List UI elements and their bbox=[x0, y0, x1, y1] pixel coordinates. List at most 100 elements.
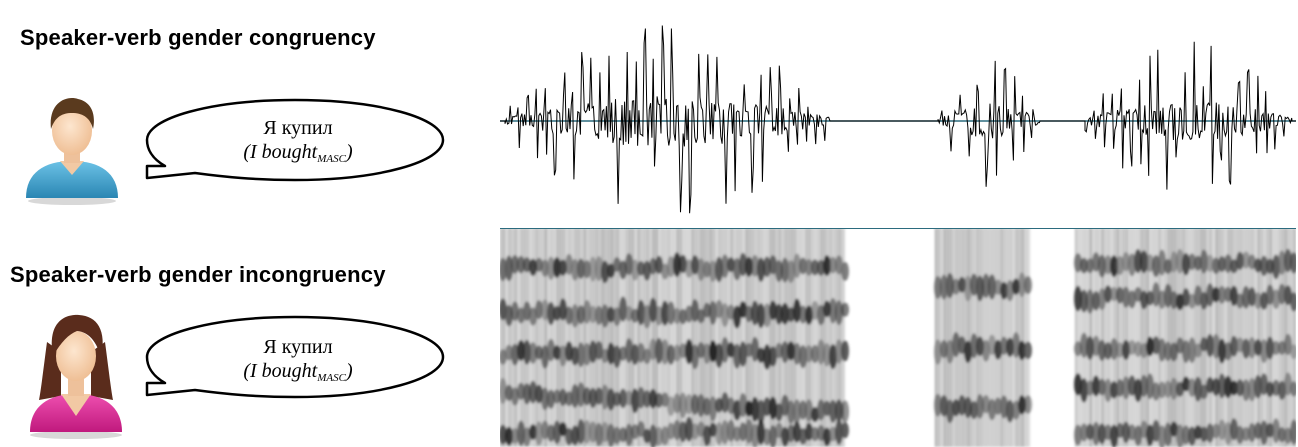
spectrogram-formant-blob bbox=[715, 397, 723, 413]
spectrogram-formant-blob bbox=[751, 423, 759, 447]
spectrogram-formant-blob bbox=[721, 419, 729, 445]
spectrogram-formant-blob bbox=[619, 296, 627, 322]
spectrogram-formant-blob bbox=[1176, 424, 1184, 447]
spectrogram-formant-blob bbox=[769, 346, 777, 367]
spectrogram-formant-blob bbox=[769, 255, 777, 275]
spectrogram-striation bbox=[623, 228, 625, 447]
spectrogram-formant-blob bbox=[976, 336, 984, 357]
spectrogram-formant-blob bbox=[649, 297, 657, 323]
spectrogram-formant-blob bbox=[1206, 333, 1214, 358]
spectrogram-formant-blob bbox=[1152, 382, 1160, 401]
spectrogram-formant-blob bbox=[1236, 251, 1244, 270]
spectrogram-striation bbox=[638, 228, 640, 447]
spectrogram-formant-blob bbox=[1266, 258, 1274, 274]
utterance-gloss: (I boughtMASC) bbox=[243, 141, 353, 165]
spectrogram-formant-blob bbox=[511, 387, 519, 406]
spectrogram-formant-blob bbox=[1074, 424, 1082, 446]
spectrogram-formant-blob bbox=[1110, 286, 1118, 302]
spectrogram-formant-blob bbox=[643, 304, 651, 329]
spectrogram-striation bbox=[650, 228, 652, 447]
spectrogram-formant-blob bbox=[1086, 289, 1094, 314]
spectrogram-striation bbox=[596, 228, 598, 447]
spectrogram-formant-blob bbox=[775, 342, 783, 359]
female-user-avatar-icon bbox=[30, 314, 122, 439]
spectrogram-striation bbox=[1162, 228, 1164, 447]
spectrogram-formant-blob bbox=[565, 306, 573, 325]
spectrogram-formant-blob bbox=[1152, 419, 1160, 442]
spectrogram-formant-blob bbox=[835, 419, 843, 445]
spectrogram-formant-blob bbox=[751, 396, 759, 422]
spectrogram-striation bbox=[1028, 228, 1030, 447]
spectrogram-formant-blob bbox=[535, 421, 543, 446]
spectrogram-formant-blob bbox=[1104, 285, 1112, 303]
spectrogram-striation bbox=[791, 228, 793, 447]
spectrogram-formant-blob bbox=[1146, 290, 1154, 306]
spectrogram-striation bbox=[1108, 228, 1110, 447]
speech-bubble-icon bbox=[145, 98, 445, 182]
spectrogram-striation bbox=[998, 228, 1000, 447]
spectrogram-striation bbox=[1153, 228, 1155, 447]
spectrogram-formant-blob bbox=[571, 425, 579, 446]
spectrogram-formant-blob bbox=[733, 343, 741, 369]
spectrogram-formant-blob bbox=[829, 344, 837, 370]
spectrogram-formant-blob bbox=[631, 308, 639, 323]
spectrogram-formant-blob bbox=[721, 337, 729, 363]
spectrogram-formant-blob bbox=[709, 396, 717, 422]
spectrogram-striation bbox=[1291, 228, 1293, 447]
spectrogram-formant-blob bbox=[1242, 338, 1250, 359]
spectrogram-formant-blob bbox=[745, 400, 753, 417]
spectrogram-formant-blob bbox=[1170, 251, 1178, 273]
spectrogram-formant-blob bbox=[589, 256, 597, 282]
spectrogram-formant-blob bbox=[1164, 283, 1172, 308]
spectrogram-formant-blob bbox=[1182, 288, 1190, 307]
spectrogram-formant-blob bbox=[655, 426, 663, 446]
spectrogram-striation bbox=[1183, 228, 1185, 447]
spectrogram-formant-blob bbox=[547, 256, 555, 280]
spectrogram-formant-blob bbox=[739, 252, 747, 277]
spectrogram-formant-blob bbox=[835, 300, 843, 326]
spectrogram-formant-blob bbox=[595, 422, 603, 447]
spectrogram-striation bbox=[1222, 228, 1224, 447]
spectrogram-formant-blob bbox=[946, 399, 954, 424]
spectrogram-formant-blob bbox=[697, 308, 705, 324]
spectrogram-striation bbox=[584, 228, 586, 447]
spectrogram-formant-blob bbox=[661, 263, 669, 280]
spectrogram-formant-blob bbox=[1206, 254, 1214, 272]
spectrogram-formant-blob bbox=[1006, 399, 1014, 423]
spectrogram-formant-blob bbox=[1140, 290, 1148, 310]
spectrogram-formant-blob bbox=[1080, 423, 1088, 442]
spectrogram-striation bbox=[662, 228, 664, 447]
spectrogram-striation bbox=[1132, 228, 1134, 447]
spectrogram-formant-blob bbox=[1074, 285, 1082, 312]
spectrogram-formant-blob bbox=[559, 388, 567, 407]
spectrogram-formant-blob bbox=[1158, 381, 1166, 399]
spectrogram-formant-blob bbox=[940, 395, 948, 417]
spectrogram-formant-blob bbox=[958, 276, 966, 293]
spectrogram-striation bbox=[1123, 228, 1125, 447]
spectrogram-formant-blob bbox=[1164, 258, 1172, 274]
spectrogram-striation bbox=[644, 228, 646, 447]
spectrogram-formant-blob bbox=[835, 255, 843, 275]
spectrogram-formant-blob bbox=[1206, 423, 1214, 443]
spectrogram-striation bbox=[1019, 228, 1021, 447]
spectrogram-formant-blob bbox=[583, 387, 591, 406]
spectrogram-striation bbox=[1198, 228, 1200, 447]
spectrogram-formant-blob bbox=[1110, 381, 1118, 399]
spectrogram-formant-blob bbox=[685, 259, 693, 278]
spectrogram-striation bbox=[1231, 228, 1233, 447]
spectrogram-striation bbox=[506, 228, 508, 447]
spectrogram-formant-blob bbox=[1176, 337, 1184, 354]
spectrogram-formant-blob bbox=[958, 336, 966, 355]
spectrogram-formant-blob bbox=[727, 342, 735, 358]
spectrogram-formant-blob bbox=[1194, 343, 1202, 358]
spectrogram-formant-blob bbox=[1224, 375, 1232, 399]
spectrogram-formant-blob bbox=[1104, 378, 1112, 403]
spectrogram-striation bbox=[554, 228, 556, 447]
spectrogram-striation bbox=[1174, 228, 1176, 447]
spectrogram-formant-blob bbox=[1194, 376, 1202, 402]
spectrogram-striation bbox=[824, 228, 826, 447]
spectrogram-striation bbox=[827, 228, 829, 447]
spectrogram-formant-blob bbox=[685, 394, 693, 415]
spectrogram-formant-blob bbox=[655, 337, 663, 364]
spectrogram-formant-blob bbox=[1012, 400, 1020, 420]
